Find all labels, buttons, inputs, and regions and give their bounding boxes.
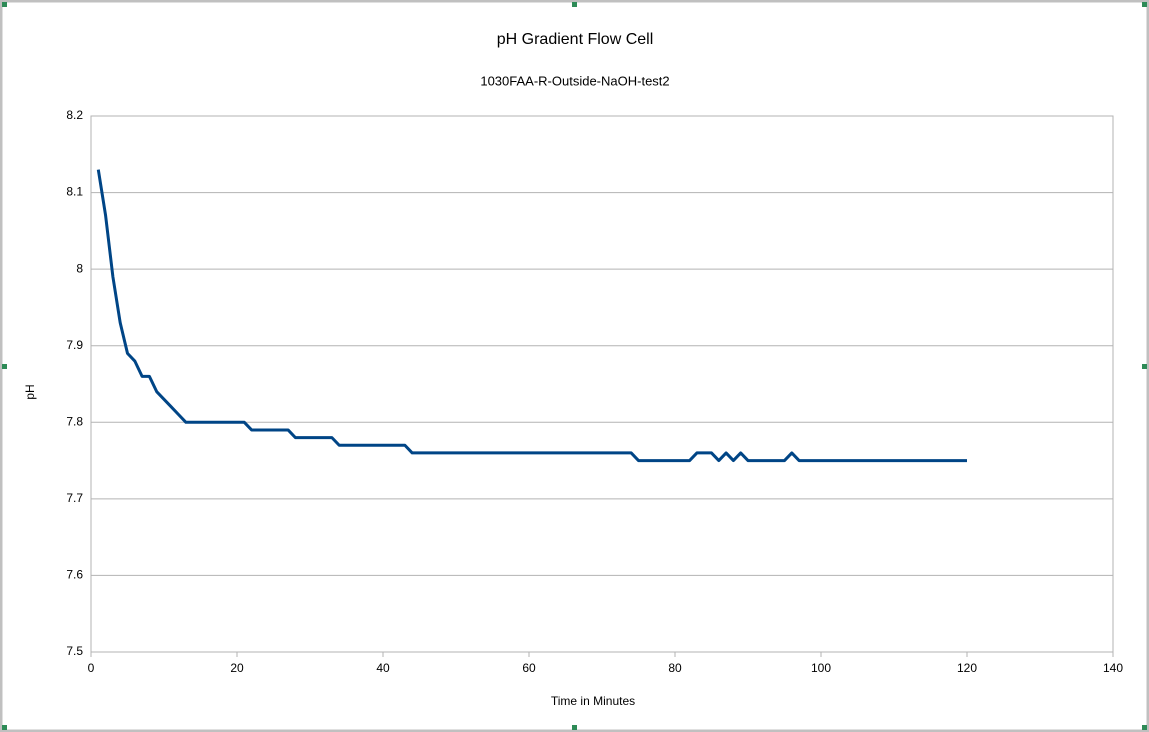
- y-tick-label: 8: [76, 261, 83, 275]
- y-tick-label: 8.2: [66, 108, 83, 122]
- data-line: [96, 169, 967, 463]
- y-tick-label: 7.7: [66, 491, 83, 505]
- x-tick-label: 0: [88, 661, 95, 675]
- y-tick-label: 7.8: [66, 414, 83, 428]
- y-axis-label: pH: [23, 384, 37, 399]
- chart-subtitle: 1030FAA-R-Outside-NaOH-test2: [480, 73, 669, 88]
- x-tick-label: 140: [1103, 661, 1123, 675]
- x-tick-label: 80: [668, 661, 682, 675]
- x-tick-label: 120: [957, 661, 977, 675]
- y-tick-label: 7.5: [66, 644, 83, 658]
- x-tick-label: 20: [230, 661, 244, 675]
- x-tick-label: 100: [811, 661, 831, 675]
- chart-title: pH Gradient Flow Cell: [497, 31, 654, 48]
- y-tick-label: 8.1: [66, 185, 83, 199]
- x-tick-label: 40: [376, 661, 390, 675]
- y-tick-label: 7.9: [66, 338, 83, 352]
- y-tick-label: 7.6: [66, 568, 83, 582]
- x-tick-label: 60: [522, 661, 536, 675]
- x-axis-label: Time in Minutes: [551, 694, 635, 708]
